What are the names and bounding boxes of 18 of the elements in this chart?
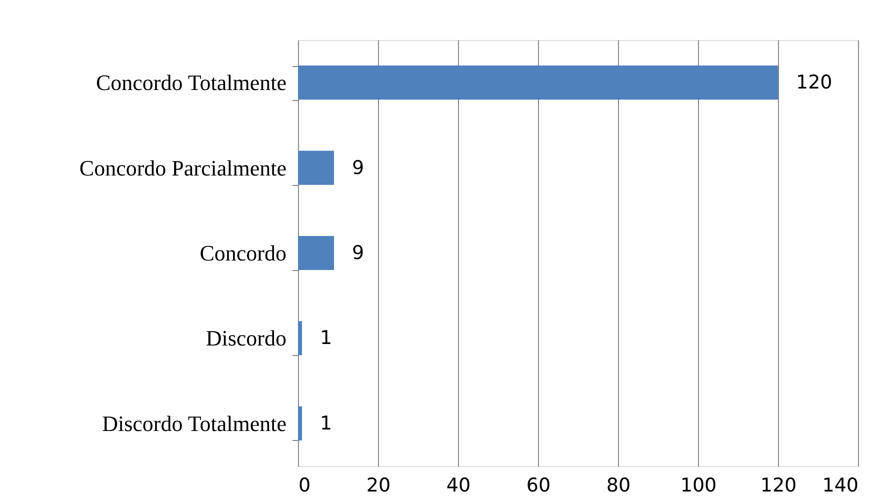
x-tick-label: 120	[760, 474, 797, 496]
data-label: 9	[352, 156, 364, 179]
x-tick-label: 100	[680, 474, 717, 496]
y-tick-label: Discordo	[206, 326, 286, 351]
data-label: 1	[320, 412, 332, 434]
x-tick-label: 40	[446, 474, 471, 496]
x-tick-label: 20	[366, 474, 391, 496]
x-tick-label: 140	[822, 474, 858, 496]
x-tick-label: 0	[298, 474, 311, 496]
x-tick-label: 80	[606, 474, 631, 496]
x-tick-label: 60	[526, 474, 551, 496]
data-label: 1	[320, 327, 332, 350]
data-label: 120	[796, 72, 832, 94]
y-tick-label: Concordo	[200, 240, 286, 266]
data-label: 9	[352, 242, 364, 264]
y-tick-label: Concordo Parcialmente	[79, 155, 286, 180]
y-tick-label: Concordo Totalmente	[96, 70, 286, 96]
y-tick-label: Discordo Totalmente	[102, 410, 286, 436]
